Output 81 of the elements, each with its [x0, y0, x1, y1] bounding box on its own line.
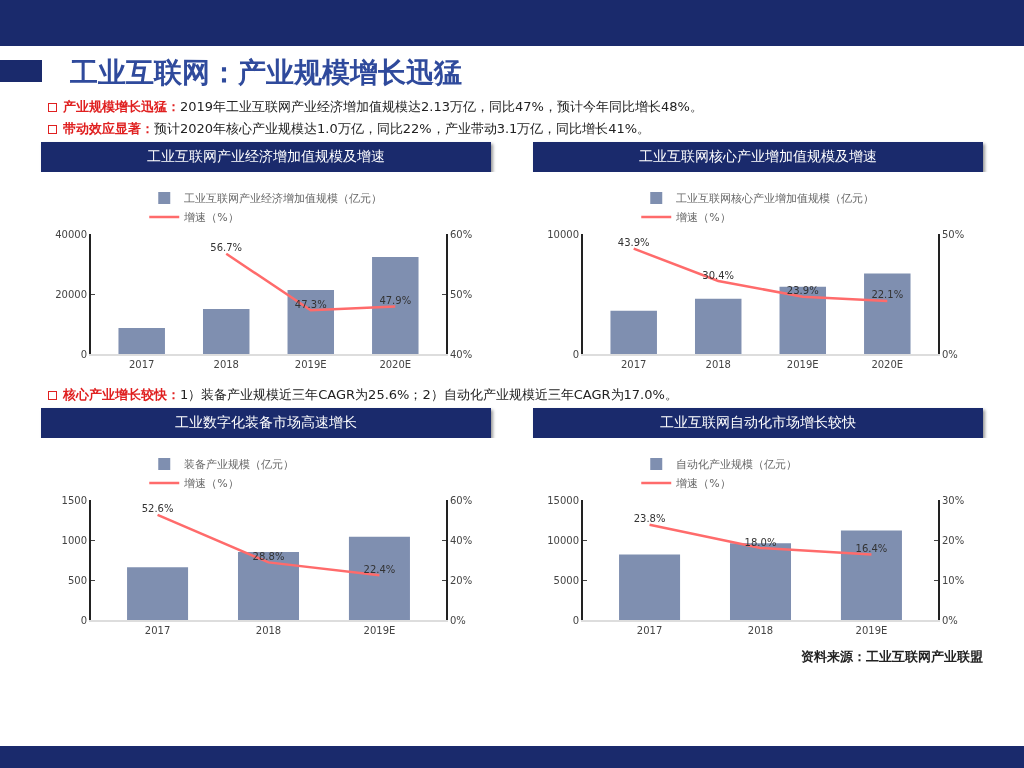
bar [202, 309, 250, 354]
y-tick-label: 500 [67, 574, 87, 586]
y2-tick-label: 50% [942, 228, 965, 240]
x-tick-label: 2018 [213, 359, 239, 370]
x-tick-label: 2017 [636, 625, 663, 636]
y-tick-label: 5000 [553, 574, 579, 586]
y2-tick-label: 20% [942, 534, 965, 546]
chart-title: 工业互联网自动化市场增长较快 [533, 408, 983, 438]
y-tick-label: 0 [572, 614, 579, 626]
x-tick-label: 2019E [855, 625, 888, 636]
text: 工业互联网：产业规模增长迅猛 [70, 56, 462, 89]
bar [372, 257, 419, 354]
data-label: 23.8% [633, 513, 666, 525]
text: 资料来源：工业互联网产业联盟 [800, 648, 983, 666]
bar [840, 530, 902, 620]
data-label: 43.9% [617, 237, 650, 249]
legend-label: 增速（%） [675, 211, 731, 225]
text: 产业规模增长迅猛：2019年工业互联网产业经济增加值规模达2.13万亿，同比47%，预计今年同比增长48%。 [63, 99, 703, 114]
legend-label: 工业互联网核心产业增加值规模（亿元） [676, 192, 875, 206]
data-label: 47.9% [379, 295, 412, 307]
data-label: 28.8% [252, 550, 285, 562]
x-tick-label: 2019E [363, 625, 396, 636]
bar [619, 554, 681, 620]
bar [779, 286, 827, 354]
legend-label: 自动化产业规模（亿元） [676, 458, 798, 472]
y-tick-label: 20000 [55, 288, 87, 300]
x-tick-label: 2017 [144, 625, 171, 636]
y-tick-label: 1500 [61, 494, 87, 506]
bar [237, 552, 300, 620]
text: 核心产业增长较快：1）装备产业规模近三年CAGR为25.6%；2）自动化产业规模近三年CAGR为17.0%。 [63, 387, 678, 402]
y-tick-label: 0 [80, 348, 87, 360]
data-label: 30.4% [702, 269, 735, 281]
data-label: 56.7% [210, 242, 243, 254]
y-tick-label: 0 [572, 348, 579, 360]
y-tick-label: 1000 [61, 534, 87, 546]
y2-tick-label: 40% [450, 534, 473, 546]
legend-label: 装备产业规模（亿元） [184, 458, 295, 472]
chart-title: 工业互联网核心产业增加值规模及增速 [533, 142, 983, 172]
text: 带动效应显著：预计2020年核心产业规模达1.0万亿，同比22%，产业带动3.1万亿，同比增长41%。 [63, 121, 651, 136]
x-tick-label: 2017 [620, 359, 647, 370]
data-label: 22.1% [871, 289, 904, 301]
data-label: 52.6% [141, 503, 174, 515]
x-tick-label: 2018 [705, 359, 731, 370]
y-tick-label: 10000 [547, 228, 579, 240]
data-label: 23.9% [786, 285, 819, 297]
bar [118, 327, 165, 354]
y-tick-label: 40000 [55, 228, 87, 240]
y-tick-label: 0 [80, 614, 87, 626]
legend-label: 增速（%） [183, 477, 239, 491]
y2-tick-label: 0% [450, 614, 466, 626]
bar [127, 567, 189, 620]
legend-label: 工业互联网产业经济增加值规模（亿元） [184, 192, 383, 206]
y2-tick-label: 60% [450, 228, 473, 240]
x-tick-label: 2020E [379, 359, 412, 370]
y2-tick-label: 60% [450, 494, 473, 506]
bar [348, 536, 410, 620]
x-tick-label: 2020E [871, 359, 904, 370]
bar [694, 298, 742, 354]
y2-tick-label: 40% [450, 348, 473, 360]
chart-title: 工业互联网产业经济增加值规模及增速 [41, 142, 491, 172]
y2-tick-label: 20% [450, 574, 473, 586]
x-tick-label: 2019E [294, 359, 327, 370]
bar [287, 290, 335, 354]
chart-title: 工业数字化装备市场高速增长 [41, 408, 491, 438]
bar [610, 310, 657, 354]
data-label: 22.4% [363, 563, 396, 575]
y2-tick-label: 50% [450, 288, 473, 300]
x-tick-label: 2019E [786, 359, 819, 370]
legend-label: 增速（%） [675, 477, 731, 491]
legend-label: 增速（%） [183, 211, 239, 225]
y2-tick-label: 0% [942, 614, 958, 626]
y2-tick-label: 0% [942, 348, 958, 360]
x-tick-label: 2018 [747, 625, 774, 636]
data-label: 16.4% [855, 542, 888, 554]
y-tick-label: 10000 [547, 534, 579, 546]
y-tick-label: 15000 [547, 494, 579, 506]
bar [864, 273, 911, 354]
y2-tick-label: 10% [942, 574, 965, 586]
x-tick-label: 2017 [128, 359, 155, 370]
x-tick-label: 2018 [255, 625, 282, 636]
y2-tick-label: 30% [942, 494, 965, 506]
